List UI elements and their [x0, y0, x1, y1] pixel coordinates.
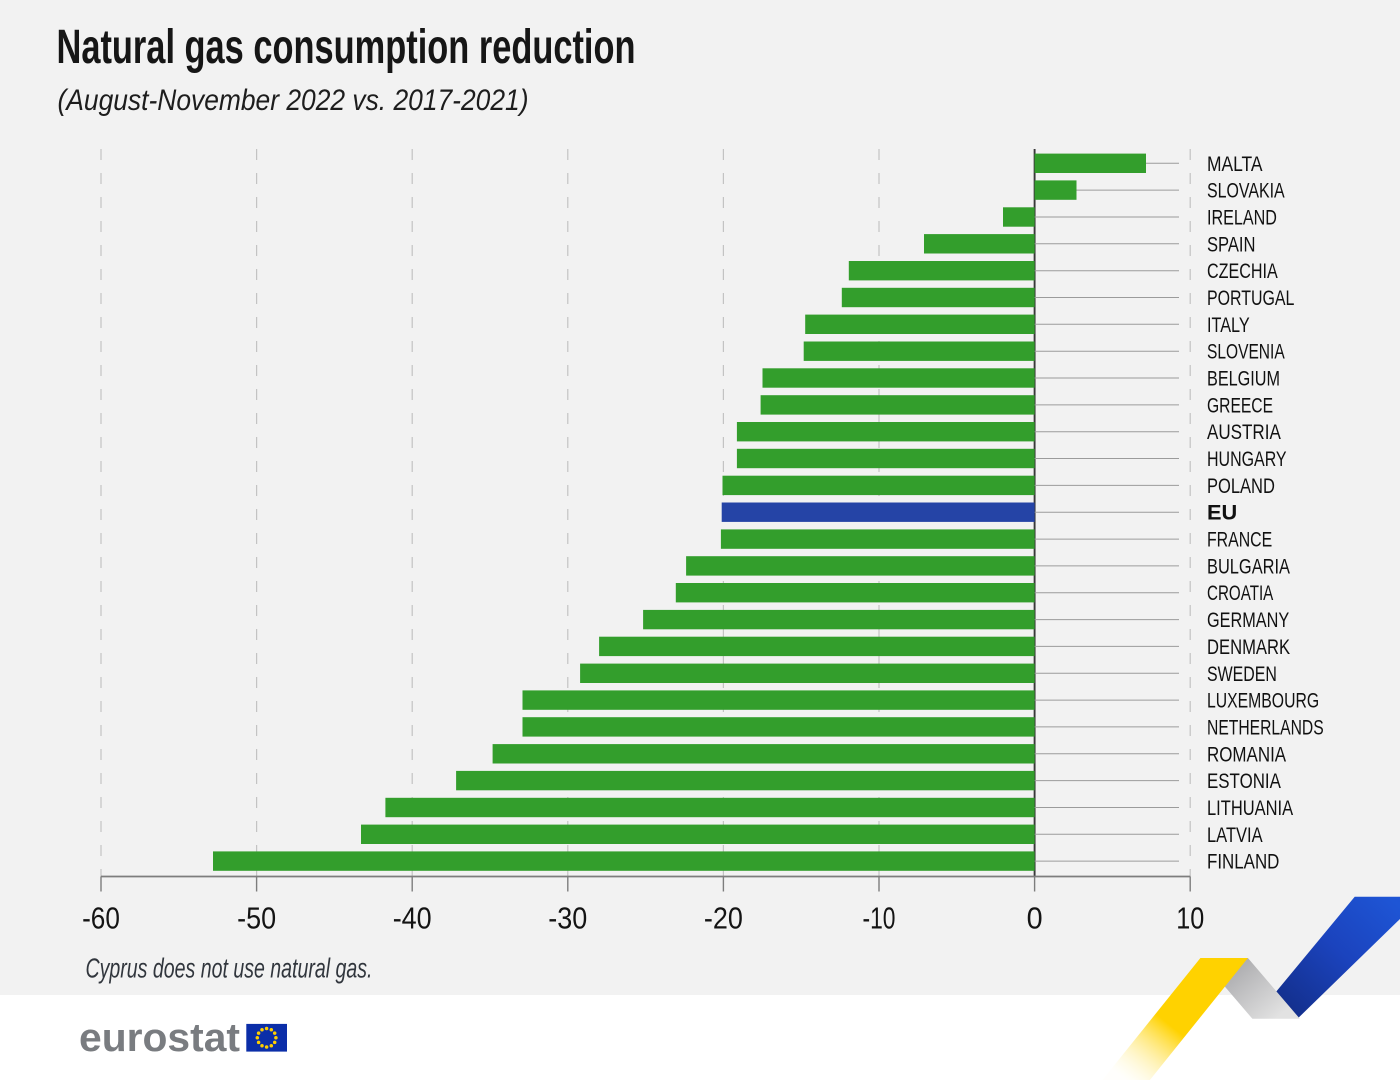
svg-text:-40: -40 [393, 901, 432, 936]
svg-text:ITALY: ITALY [1207, 314, 1250, 337]
svg-text:-50: -50 [237, 901, 276, 936]
svg-text:10: 10 [1176, 901, 1204, 936]
svg-text:CROATIA: CROATIA [1207, 582, 1274, 605]
svg-text:CZECHIA: CZECHIA [1207, 260, 1278, 283]
svg-text:SLOVENIA: SLOVENIA [1207, 341, 1285, 364]
svg-text:FRANCE: FRANCE [1207, 529, 1272, 552]
svg-text:ROMANIA: ROMANIA [1207, 743, 1287, 766]
svg-text:POLAND: POLAND [1207, 475, 1275, 498]
svg-text:DENMARK: DENMARK [1207, 636, 1290, 659]
svg-text:eurostat: eurostat [79, 1016, 240, 1060]
svg-text:Natural gas consumption reduct: Natural gas consumption reduction [57, 21, 636, 74]
svg-text:-60: -60 [82, 901, 120, 936]
svg-text:SPAIN: SPAIN [1207, 233, 1256, 256]
svg-text:-20: -20 [704, 901, 743, 936]
svg-text:IRELAND: IRELAND [1207, 207, 1277, 230]
svg-text:AUSTRIA: AUSTRIA [1207, 421, 1281, 444]
svg-text:NETHERLANDS: NETHERLANDS [1207, 716, 1324, 739]
svg-text:BELGIUM: BELGIUM [1207, 368, 1280, 391]
svg-text:BULGARIA: BULGARIA [1207, 555, 1291, 578]
svg-text:-10: -10 [863, 901, 896, 936]
svg-text:0: 0 [1027, 901, 1043, 936]
svg-text:SWEDEN: SWEDEN [1207, 663, 1277, 686]
svg-text:EU: EU [1207, 502, 1237, 525]
svg-text:Cyprus does not use natural ga: Cyprus does not use natural gas. [86, 953, 373, 984]
svg-text:GERMANY: GERMANY [1207, 609, 1289, 632]
svg-text:HUNGARY: HUNGARY [1207, 448, 1287, 471]
svg-text:FINLAND: FINLAND [1207, 851, 1279, 874]
svg-text:GREECE: GREECE [1207, 394, 1273, 417]
svg-text:LATVIA: LATVIA [1207, 824, 1263, 847]
svg-text:LUXEMBOURG: LUXEMBOURG [1207, 690, 1319, 713]
svg-text:SLOVAKIA: SLOVAKIA [1207, 180, 1285, 203]
svg-text:MALTA: MALTA [1207, 153, 1263, 176]
svg-text:LITHUANIA: LITHUANIA [1207, 797, 1294, 820]
svg-text:ESTONIA: ESTONIA [1207, 770, 1282, 793]
svg-text:(August-November 2022 vs. 2017: (August-November 2022 vs. 2017-2021) [58, 84, 529, 117]
svg-text:PORTUGAL: PORTUGAL [1207, 287, 1295, 310]
svg-text:-30: -30 [548, 901, 587, 936]
